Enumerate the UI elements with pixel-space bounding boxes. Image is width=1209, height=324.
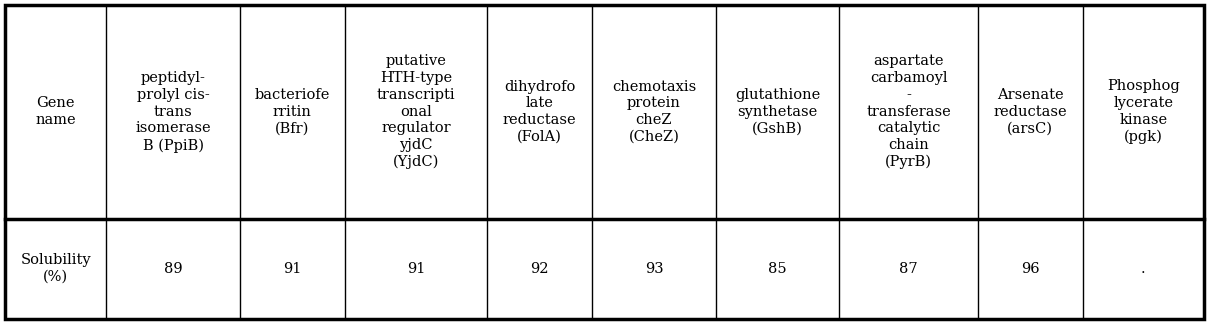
Text: Arsenate
reductase
(arsC): Arsenate reductase (arsC) [994, 88, 1068, 135]
Text: 92: 92 [531, 262, 549, 276]
Text: glutathione
synthetase
(GshB): glutathione synthetase (GshB) [735, 88, 820, 135]
Text: 91: 91 [406, 262, 426, 276]
Text: 96: 96 [1022, 262, 1040, 276]
Text: Gene
name: Gene name [35, 96, 76, 127]
Text: peptidyl-
prolyl cis-
trans
isomerase
B (PpiB): peptidyl- prolyl cis- trans isomerase B … [135, 71, 210, 153]
Text: Phosphog
lycerate
kinase
(pgk): Phosphog lycerate kinase (pgk) [1107, 79, 1180, 144]
Text: Solubility
(%): Solubility (%) [21, 253, 91, 284]
Text: putative
HTH-type
transcripti
onal
regulator
yjdC
(YjdC): putative HTH-type transcripti onal regul… [377, 54, 456, 169]
Text: bacteriofe
rritin
(Bfr): bacteriofe rritin (Bfr) [255, 88, 330, 135]
Text: 85: 85 [768, 262, 787, 276]
Text: aspartate
carbamoyl
-
transferase
catalytic
chain
(PyrB): aspartate carbamoyl - transferase cataly… [866, 54, 951, 169]
Text: 89: 89 [163, 262, 183, 276]
Text: .: . [1141, 262, 1146, 276]
Text: chemotaxis
protein
cheZ
(CheZ): chemotaxis protein cheZ (CheZ) [612, 80, 696, 144]
Text: 87: 87 [899, 262, 918, 276]
Text: 91: 91 [283, 262, 301, 276]
Text: 93: 93 [644, 262, 664, 276]
Text: dihydrofo
late
reductase
(FolA): dihydrofo late reductase (FolA) [503, 80, 577, 144]
